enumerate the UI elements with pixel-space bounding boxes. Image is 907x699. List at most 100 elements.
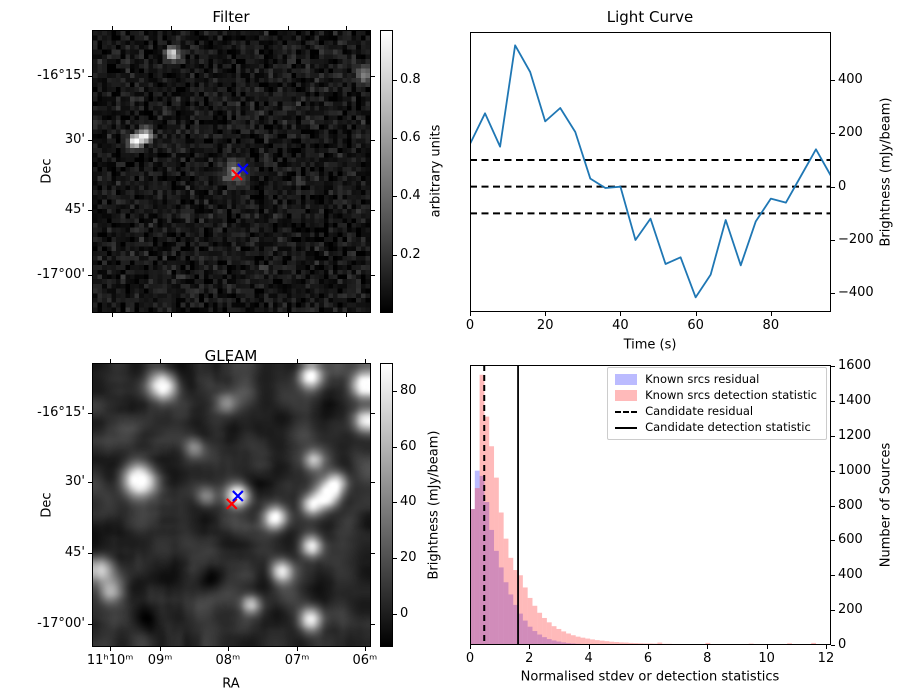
- legend-label: Candidate detection statistic: [645, 420, 811, 434]
- hist-bar-series-1: [542, 617, 547, 645]
- x-tick: [588, 645, 590, 649]
- y-tick: [88, 412, 92, 414]
- x-tick: [364, 647, 366, 651]
- y-tick: [831, 400, 835, 402]
- x-tick-label: 10: [758, 651, 775, 666]
- y-tick-label: 45': [64, 544, 85, 560]
- y-tick: [371, 412, 375, 414]
- x-tick: [287, 313, 289, 317]
- hist-bar-series-1: [575, 636, 581, 645]
- y-tick: [88, 76, 92, 78]
- filter-image-panel: [92, 30, 371, 313]
- colorbar-tick-label: 0.8: [400, 71, 421, 87]
- y-tick-label: 400: [838, 567, 863, 583]
- legend-entry: Known srcs residual: [615, 373, 817, 386]
- hist-bar-series-0: [503, 582, 509, 645]
- x-tick-label: 09ᵐ: [147, 653, 173, 668]
- x-tick: [529, 645, 531, 649]
- blue-x-marker: [237, 163, 249, 175]
- x-tick-label: 6: [643, 651, 653, 666]
- hist-bar-series-0: [546, 639, 552, 645]
- gleam-colorbar: [380, 363, 393, 647]
- hist-bar-series-1: [508, 557, 514, 645]
- x-tick: [346, 313, 348, 317]
- colorbar-tick: [393, 390, 397, 392]
- x-tick-label: 4: [584, 651, 593, 666]
- x-tick: [227, 647, 229, 651]
- x-tick-label: 20: [536, 318, 554, 333]
- filter-image: [93, 31, 370, 312]
- histogram-plot: [470, 365, 831, 645]
- y-tick: [88, 209, 92, 211]
- filter-title: Filter: [212, 8, 250, 26]
- y-tick-label: -16°15': [37, 67, 85, 83]
- hist-bar-series-1: [479, 374, 485, 645]
- hist-bar-series-1: [705, 642, 711, 645]
- hist-bar-series-1: [614, 642, 619, 645]
- x-tick-label: 11ʰ10ᵐ: [86, 653, 134, 668]
- hist-bar-series-0: [513, 604, 519, 645]
- hist-bar-series-1: [594, 640, 600, 645]
- hist-bar-series-1: [532, 605, 538, 645]
- hist-bar-series-1: [556, 628, 562, 645]
- x-tick: [228, 26, 230, 30]
- hist-bar-series-1: [527, 597, 533, 645]
- legend-label: Known srcs detection statistic: [645, 388, 817, 402]
- x-tick-label: 06ᵐ: [352, 653, 378, 668]
- colorbar-tick-label: 60: [400, 438, 417, 454]
- hist-bar-series-1: [498, 512, 504, 645]
- hist-bar-series-0: [518, 613, 523, 645]
- y-tick-label: 200: [838, 125, 863, 141]
- hist-bar-series-1: [590, 639, 595, 645]
- y-tick-label: 1600: [838, 357, 872, 373]
- colorbar-tick: [393, 557, 397, 559]
- x-tick: [170, 313, 172, 317]
- gleam-colorbar-label: Brightness (mJy/beam): [426, 430, 442, 580]
- light-curve-ylabel: Brightness (mJy/beam): [878, 97, 894, 247]
- hist-bar-series-1: [599, 640, 605, 645]
- y-tick: [88, 552, 92, 554]
- hist-bar-series-0: [527, 626, 533, 645]
- colorbar-tick: [393, 254, 397, 256]
- histogram-ylabel: Number of Sources: [878, 442, 894, 568]
- x-tick: [545, 312, 547, 316]
- y-tick: [831, 540, 835, 542]
- hist-bar-series-1: [513, 570, 519, 645]
- red-x-marker: [225, 498, 238, 510]
- gleam-title: GLEAM: [204, 347, 258, 365]
- y-tick-label: 30': [64, 131, 85, 147]
- y-tick: [831, 645, 835, 646]
- y-tick-label: -17°00': [37, 615, 85, 631]
- hist-bar-series-1: [811, 642, 816, 645]
- y-tick: [831, 240, 835, 241]
- x-tick: [470, 645, 471, 649]
- light-curve-line: [470, 44, 831, 299]
- x-tick: [110, 647, 112, 651]
- x-tick: [647, 645, 649, 649]
- x-tick: [297, 359, 299, 363]
- x-tick-label: 0: [465, 318, 475, 333]
- y-tick: [88, 275, 92, 277]
- hist-bar-series-1: [489, 446, 495, 645]
- y-tick: [88, 623, 92, 625]
- y-tick-label: -16°15': [37, 404, 85, 420]
- colorbar-tick-label: 0.2: [400, 246, 421, 262]
- y-tick-label: 45': [64, 201, 85, 217]
- x-tick: [110, 359, 112, 363]
- y-tick: [88, 481, 92, 483]
- x-tick: [364, 359, 366, 363]
- hist-bar-series-1: [585, 638, 591, 645]
- hist-bar-series-0: [489, 529, 495, 645]
- x-tick-label: 07ᵐ: [284, 653, 310, 668]
- y-tick: [831, 470, 835, 472]
- hist-bar-series-0: [474, 470, 480, 645]
- x-tick: [620, 312, 622, 316]
- y-tick: [831, 293, 835, 295]
- hist-bar-series-1: [570, 635, 576, 645]
- gleam-markers-overlay: [225, 490, 244, 510]
- x-tick-label: 60: [687, 318, 704, 333]
- hist-bar-series-1: [546, 622, 552, 645]
- legend-swatch-solid: [615, 426, 638, 429]
- histogram-legend: Known srcs residual Known srcs detection …: [607, 367, 827, 440]
- light-curve-plot: [470, 32, 831, 312]
